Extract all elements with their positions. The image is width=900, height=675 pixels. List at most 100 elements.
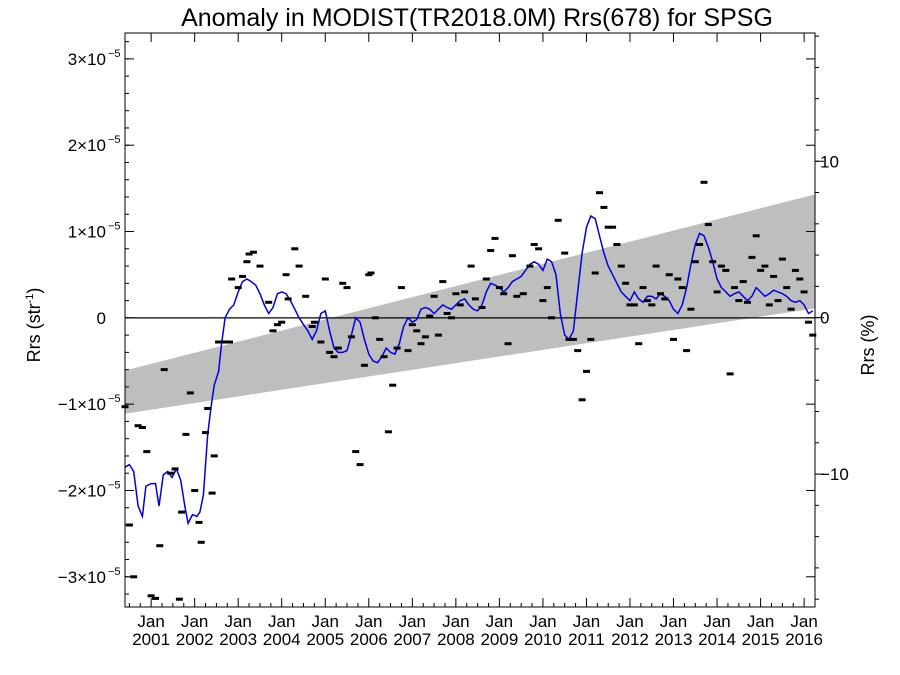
data-point <box>397 286 405 290</box>
data-point <box>228 277 236 281</box>
data-point <box>508 254 516 258</box>
left-axis-ticks: −3×10 −5−2×10 −5−1×10 −501×10 −52×10 −53×10 −5 <box>58 41 815 595</box>
x-tick-month-label: Jan <box>399 612 426 631</box>
data-point <box>330 355 338 359</box>
data-point <box>256 264 264 268</box>
data-point <box>609 225 617 229</box>
data-point <box>152 596 159 600</box>
data-point <box>302 294 310 298</box>
running-mean-line <box>124 214 814 526</box>
data-point <box>343 286 351 290</box>
data-point <box>471 297 479 301</box>
data-point <box>413 329 421 333</box>
data-point <box>530 243 538 246</box>
x-tick-month-label: Jan <box>660 612 687 631</box>
trend-band-layer <box>125 194 815 414</box>
data-point <box>430 294 438 298</box>
x-tick-month-label: Jan <box>137 612 164 631</box>
data-point <box>178 510 186 514</box>
y-tick-exponent: −5 <box>108 479 121 491</box>
data-point <box>613 243 621 246</box>
data-point <box>478 306 486 309</box>
data-point <box>367 271 375 275</box>
data-point <box>796 277 804 281</box>
data-point <box>245 252 253 256</box>
data-point <box>744 300 751 304</box>
data-point <box>191 489 199 492</box>
data-point <box>805 320 812 324</box>
data-point <box>657 292 664 296</box>
data-point <box>683 349 691 353</box>
data-point <box>308 325 316 328</box>
x-tick-year-label: 2014 <box>698 630 736 649</box>
data-point <box>291 247 299 251</box>
data-point <box>171 467 179 471</box>
data-point <box>202 431 209 435</box>
data-point <box>439 280 447 284</box>
data-point <box>321 277 329 281</box>
data-point <box>125 523 133 527</box>
chart-title: Anomaly in MODIST(TR2018.0M) Rrs(678) fo… <box>181 4 773 32</box>
data-point <box>713 290 721 294</box>
data-point <box>452 292 460 296</box>
data-point <box>284 297 292 301</box>
data-point <box>339 281 347 285</box>
data-point <box>700 180 708 184</box>
data-point <box>417 342 425 346</box>
data-point <box>326 350 334 354</box>
bottom-axis-ticks: Jan2001Jan2002Jan2003Jan2004Jan2005Jan20… <box>128 33 823 649</box>
trend-band <box>125 194 815 414</box>
y-tick-label: −3×10 <box>58 568 106 587</box>
data-point <box>421 335 429 339</box>
data-point <box>665 273 673 277</box>
y-tick-exponent: −5 <box>108 221 121 233</box>
x-tick-year-label: 2002 <box>176 630 214 649</box>
x-tick-year-label: 2012 <box>611 630 649 649</box>
y-axis-label-unit-exponent: -1 <box>24 294 36 304</box>
data-point <box>722 268 730 272</box>
data-point <box>565 337 573 341</box>
data-point <box>376 337 384 341</box>
y-axis-label-close: ) <box>24 288 44 294</box>
data-point <box>134 424 142 428</box>
running-mean-layer <box>124 214 814 526</box>
data-point <box>269 329 277 333</box>
data-point <box>596 191 603 195</box>
x-tick-month-label: Jan <box>486 612 513 631</box>
x-tick-month-label: Jan <box>790 612 817 631</box>
data-point <box>195 520 203 524</box>
data-point <box>770 274 778 278</box>
x-tick-year-label: 2009 <box>480 630 518 649</box>
data-point <box>526 264 534 268</box>
data-point <box>630 303 638 307</box>
data-point <box>554 218 562 222</box>
data-point <box>561 251 569 255</box>
x-tick-year-label: 2015 <box>742 630 780 649</box>
data-point <box>278 320 286 324</box>
y-axis-label-text: Rrs (str <box>24 303 44 362</box>
x-tick-month-label: Jan <box>224 612 251 631</box>
x-tick-year-label: 2010 <box>524 630 562 649</box>
x-tick-month-label: Jan <box>268 612 295 631</box>
data-point <box>661 297 669 301</box>
x-tick-month-label: Jan <box>573 612 600 631</box>
data-point <box>273 323 281 327</box>
data-point <box>639 286 647 290</box>
x-tick-month-label: Jan <box>312 612 339 631</box>
data-point <box>156 544 164 548</box>
data-point <box>757 268 765 272</box>
data-point <box>182 432 190 436</box>
data-point <box>186 391 194 395</box>
data-point <box>160 368 168 372</box>
data-point <box>365 273 373 277</box>
data-point <box>347 335 355 339</box>
data-point <box>513 294 521 298</box>
x-tick-month-label: Jan <box>616 612 643 631</box>
data-point <box>626 303 634 307</box>
data-point <box>143 450 151 454</box>
data-point <box>389 383 397 387</box>
data-point <box>356 463 364 467</box>
data-point <box>434 333 442 337</box>
data-point <box>482 277 490 281</box>
data-point <box>334 346 342 350</box>
